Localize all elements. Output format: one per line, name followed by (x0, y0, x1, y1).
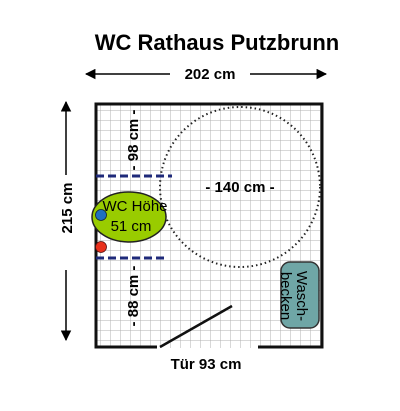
distance-below-wc-label: - 88 cm - (125, 266, 142, 327)
wc-height-value: 51 cm (111, 218, 152, 235)
turning-circle-label: - 140 cm - (205, 179, 274, 196)
emergency-button-red (95, 241, 107, 253)
door-label: Tür 93 cm (171, 356, 242, 373)
walls (94, 102, 324, 349)
flush-button-blue (95, 209, 107, 221)
sink-label-line2: becken (277, 272, 294, 320)
door (159, 304, 233, 349)
wc-bowl (91, 191, 167, 243)
wc-height-label: WC Höhe (102, 198, 167, 215)
width-label: 202 cm (185, 66, 236, 83)
height-label: 215 cm (59, 183, 76, 234)
plan-title: WC Rathaus Putzbrunn (95, 30, 339, 55)
sink-label-line1: Wasch- (293, 271, 310, 321)
sink (280, 261, 320, 329)
height-dimension: 215 cm (59, 100, 76, 342)
width-dimension: 202 cm (84, 66, 328, 83)
distance-above-wc-label: - 98 cm - (125, 110, 142, 171)
turning-circle (159, 106, 321, 268)
